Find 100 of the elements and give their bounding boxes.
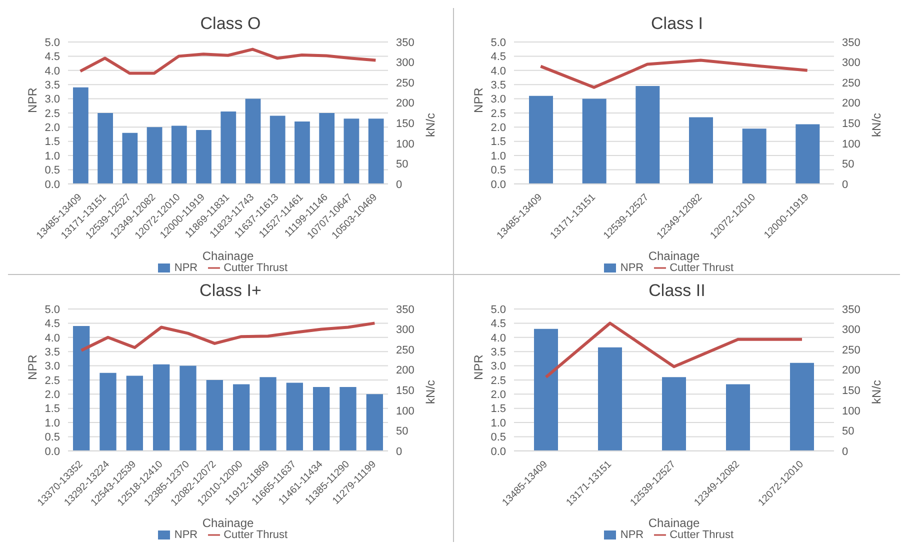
y-tick-label: 2.0 [490, 389, 506, 402]
y2-tick-label: 350 [842, 304, 860, 316]
bar [98, 112, 113, 184]
bar [220, 112, 236, 184]
y2-tick-label: 150 [842, 118, 860, 130]
y2-tick-label: 0 [842, 446, 848, 458]
x-axis-title: Chainage [648, 248, 700, 263]
y2-tick-label: 0 [396, 178, 402, 191]
y-tick-label: 3.0 [44, 94, 60, 106]
y2-tick-label: 350 [842, 36, 860, 49]
bar [796, 124, 820, 184]
y-tick-label: 5.0 [490, 304, 506, 316]
y-tick-label: 3.5 [44, 346, 60, 358]
legend-label: NPR [620, 262, 644, 274]
legend-label: NPR [620, 528, 644, 541]
y-tick-label: 1.5 [490, 403, 506, 416]
bar [344, 118, 360, 184]
y2-tick-label: 50 [842, 426, 854, 438]
y-tick-label: 2.5 [44, 374, 60, 387]
y-tick-label: 4.5 [44, 51, 60, 64]
y2-axis-title: kN/c [423, 380, 438, 404]
y-tick-label: 3.0 [490, 360, 506, 373]
chart-title: Class I+ [198, 280, 262, 302]
bar [790, 362, 814, 451]
bar [742, 128, 766, 184]
y-tick-label: 1.5 [490, 136, 506, 148]
bar [340, 387, 356, 451]
y2-tick-label: 0 [842, 178, 848, 191]
y-tick-label: 0.5 [490, 432, 506, 444]
y-tick-label: 1.0 [490, 150, 506, 162]
y-tick-label: 4.5 [44, 318, 60, 330]
bar [245, 98, 261, 184]
y-axis-title: NPR [25, 87, 40, 113]
bar [534, 328, 558, 451]
bar [636, 86, 660, 184]
y-tick-label: 1.0 [44, 150, 60, 162]
y-tick-label: 2.5 [44, 108, 60, 120]
bar [153, 364, 170, 451]
y2-tick-label: 50 [396, 426, 408, 438]
y2-axis-title: kN/c [869, 112, 884, 137]
y-tick-label: 2.0 [44, 122, 60, 134]
y-tick-label: 4.5 [490, 51, 506, 64]
y2-tick-label: 150 [396, 384, 414, 397]
chart-title: Class I [650, 13, 704, 35]
bar [270, 116, 286, 184]
y-tick-label: 3.5 [44, 79, 60, 92]
y-tick-label: 5.0 [490, 36, 506, 49]
bar [233, 384, 250, 451]
line-series [544, 322, 804, 379]
y-tick-label: 0.0 [44, 446, 60, 458]
legend-label: Cutter Thrust [670, 528, 734, 541]
y2-tick-label: 150 [396, 118, 414, 130]
bar [368, 118, 384, 184]
y-tick-label: 0.5 [490, 164, 506, 177]
y2-axis-title: kN/c [423, 112, 438, 137]
y2-tick-label: 300 [396, 324, 414, 336]
bar [294, 121, 310, 184]
y2-tick-label: 100 [842, 138, 860, 150]
bar [529, 96, 553, 184]
bar [180, 366, 196, 451]
y-tick-label: 1.0 [490, 417, 506, 430]
y-tick-label: 2.0 [44, 389, 60, 402]
y2-tick-label: 250 [396, 77, 414, 90]
line-series [80, 322, 376, 352]
y-tick-label: 4.0 [490, 332, 506, 344]
bar [366, 394, 383, 451]
y2-tick-label: 150 [842, 384, 860, 397]
y2-tick-label: 250 [396, 344, 414, 356]
y-tick-label: 3.5 [490, 346, 506, 358]
bar [319, 112, 335, 184]
y2-tick-label: 100 [396, 138, 414, 150]
chart-title: Class II [648, 280, 706, 302]
bar [146, 127, 162, 184]
y2-tick-label: 100 [842, 405, 860, 418]
bar [662, 377, 686, 451]
y2-tick-label: 350 [396, 36, 414, 49]
x-axis-title: Chainage [202, 248, 254, 263]
y2-tick-label: 250 [842, 344, 860, 356]
y-tick-label: 4.0 [490, 65, 506, 78]
bar [100, 372, 116, 451]
line-series [539, 58, 809, 89]
y2-tick-label: 200 [396, 98, 414, 110]
y2-tick-label: 200 [842, 98, 860, 110]
line-series [78, 48, 378, 75]
y-tick-label: 3.0 [44, 360, 60, 373]
bar [726, 384, 750, 451]
y-tick-label: 0.0 [44, 178, 60, 191]
bar [73, 87, 88, 184]
y-axis-title: NPR [25, 354, 40, 380]
y-tick-label: 3.5 [490, 79, 506, 92]
bar [286, 382, 303, 451]
bar [73, 326, 90, 451]
y2-tick-label: 100 [396, 405, 414, 418]
y-tick-label: 5.0 [44, 304, 60, 316]
y2-axis-title: kN/c [869, 380, 884, 404]
y2-tick-label: 50 [842, 158, 854, 171]
y2-tick-label: 200 [842, 364, 860, 377]
bar [582, 98, 606, 184]
legend-label: NPR [174, 528, 198, 541]
legend-label: Cutter Thrust [224, 528, 288, 541]
